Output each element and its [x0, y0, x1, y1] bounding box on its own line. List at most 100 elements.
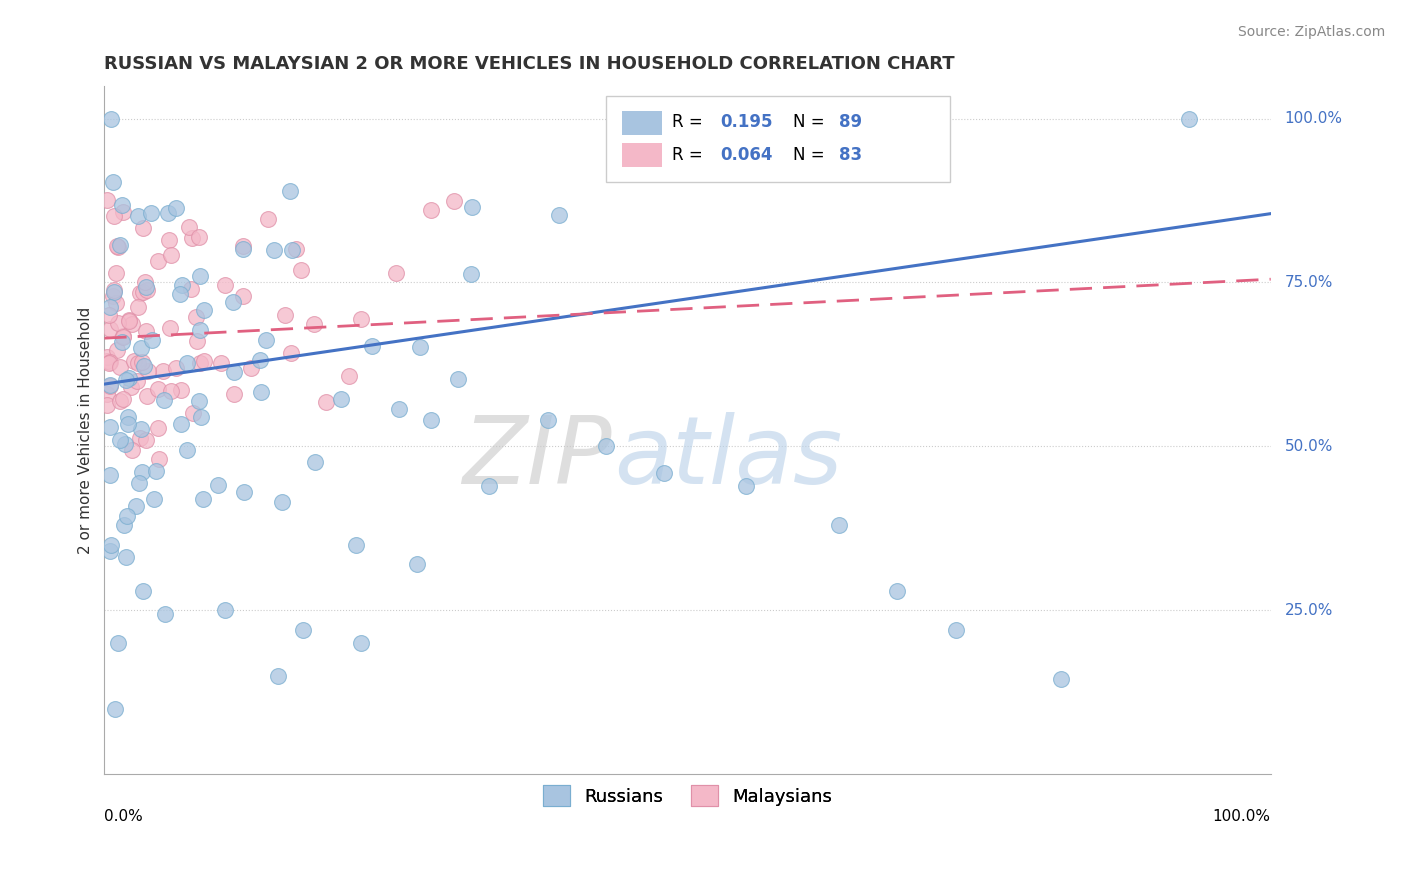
Point — [114, 550, 136, 565]
Point — [304, 455, 326, 469]
Point — [233, 485, 256, 500]
Point — [98, 419, 121, 434]
Point — [388, 401, 411, 416]
Point — [329, 392, 352, 407]
Point — [155, 607, 177, 621]
Point — [111, 328, 134, 343]
Point — [280, 346, 302, 360]
Text: 100.0%: 100.0% — [1285, 112, 1343, 126]
Point — [536, 413, 558, 427]
Point — [188, 269, 211, 284]
Point — [222, 365, 245, 379]
Text: RUSSIAN VS MALAYSIAN 2 OR MORE VEHICLES IN HOUSEHOLD CORRELATION CHART: RUSSIAN VS MALAYSIAN 2 OR MORE VEHICLES … — [104, 55, 955, 73]
Point — [207, 477, 229, 491]
Point — [114, 437, 136, 451]
Point — [111, 204, 134, 219]
Point — [159, 321, 181, 335]
Point — [146, 253, 169, 268]
Point — [263, 244, 285, 258]
Point — [420, 413, 443, 427]
Point — [98, 467, 121, 482]
Point — [96, 399, 118, 413]
Point — [267, 669, 290, 683]
Point — [103, 283, 125, 297]
Point — [139, 206, 162, 220]
Point — [157, 233, 180, 247]
Point — [117, 417, 139, 431]
Point — [105, 343, 128, 358]
Point — [256, 211, 278, 226]
Point — [254, 333, 277, 347]
Point — [1178, 112, 1201, 126]
Y-axis label: 2 or more Vehicles in Household: 2 or more Vehicles in Household — [79, 306, 93, 554]
Point — [117, 509, 139, 524]
Point — [101, 289, 124, 303]
Point — [350, 312, 373, 326]
Text: 75.0%: 75.0% — [1285, 275, 1333, 290]
Point — [595, 439, 617, 453]
Text: 83: 83 — [839, 145, 862, 163]
Point — [111, 392, 134, 406]
Point — [134, 275, 156, 289]
Point — [97, 308, 120, 322]
Point — [176, 356, 198, 370]
Point — [385, 266, 408, 280]
Text: R =: R = — [672, 113, 709, 131]
Point — [181, 231, 204, 245]
Point — [152, 393, 174, 408]
Point — [214, 603, 236, 617]
Text: atlas: atlas — [614, 412, 842, 503]
Point — [270, 495, 292, 509]
Point — [132, 221, 155, 235]
Point — [339, 369, 361, 384]
Point — [188, 355, 211, 369]
Point — [249, 353, 271, 368]
Point — [118, 313, 141, 327]
Point — [420, 202, 443, 217]
Point — [121, 442, 143, 457]
Point — [191, 491, 214, 506]
Point — [187, 393, 209, 408]
Point — [344, 538, 367, 552]
Point — [284, 242, 307, 256]
Point — [222, 295, 245, 310]
Text: 25.0%: 25.0% — [1285, 603, 1333, 618]
Point — [186, 334, 208, 348]
Point — [107, 239, 129, 253]
Point — [548, 207, 571, 221]
Point — [122, 354, 145, 368]
Point — [127, 209, 149, 223]
Point — [222, 386, 245, 401]
FancyBboxPatch shape — [623, 143, 662, 167]
Point — [96, 353, 118, 368]
Point — [460, 267, 482, 281]
Text: 0.195: 0.195 — [720, 113, 773, 131]
Text: 89: 89 — [839, 113, 862, 131]
Point — [104, 701, 127, 715]
Point — [165, 201, 187, 215]
Point — [129, 342, 152, 356]
Point — [125, 499, 148, 513]
Point — [447, 372, 470, 386]
Point — [160, 384, 183, 398]
Point — [177, 220, 200, 235]
Point — [127, 356, 149, 370]
Point — [145, 464, 167, 478]
Point — [98, 378, 121, 392]
Point — [180, 282, 202, 296]
Point — [100, 538, 122, 552]
Point — [129, 422, 152, 436]
Point — [232, 239, 254, 253]
Text: N =: N = — [793, 113, 830, 131]
Text: Source: ZipAtlas.com: Source: ZipAtlas.com — [1237, 25, 1385, 39]
Text: 50.0%: 50.0% — [1285, 439, 1333, 454]
Point — [98, 543, 121, 558]
Point — [176, 442, 198, 457]
Point — [172, 277, 194, 292]
Point — [188, 323, 211, 337]
Point — [118, 314, 141, 328]
Point — [152, 363, 174, 377]
Text: 100.0%: 100.0% — [1213, 808, 1271, 823]
Point — [135, 283, 157, 297]
Point — [193, 303, 215, 318]
